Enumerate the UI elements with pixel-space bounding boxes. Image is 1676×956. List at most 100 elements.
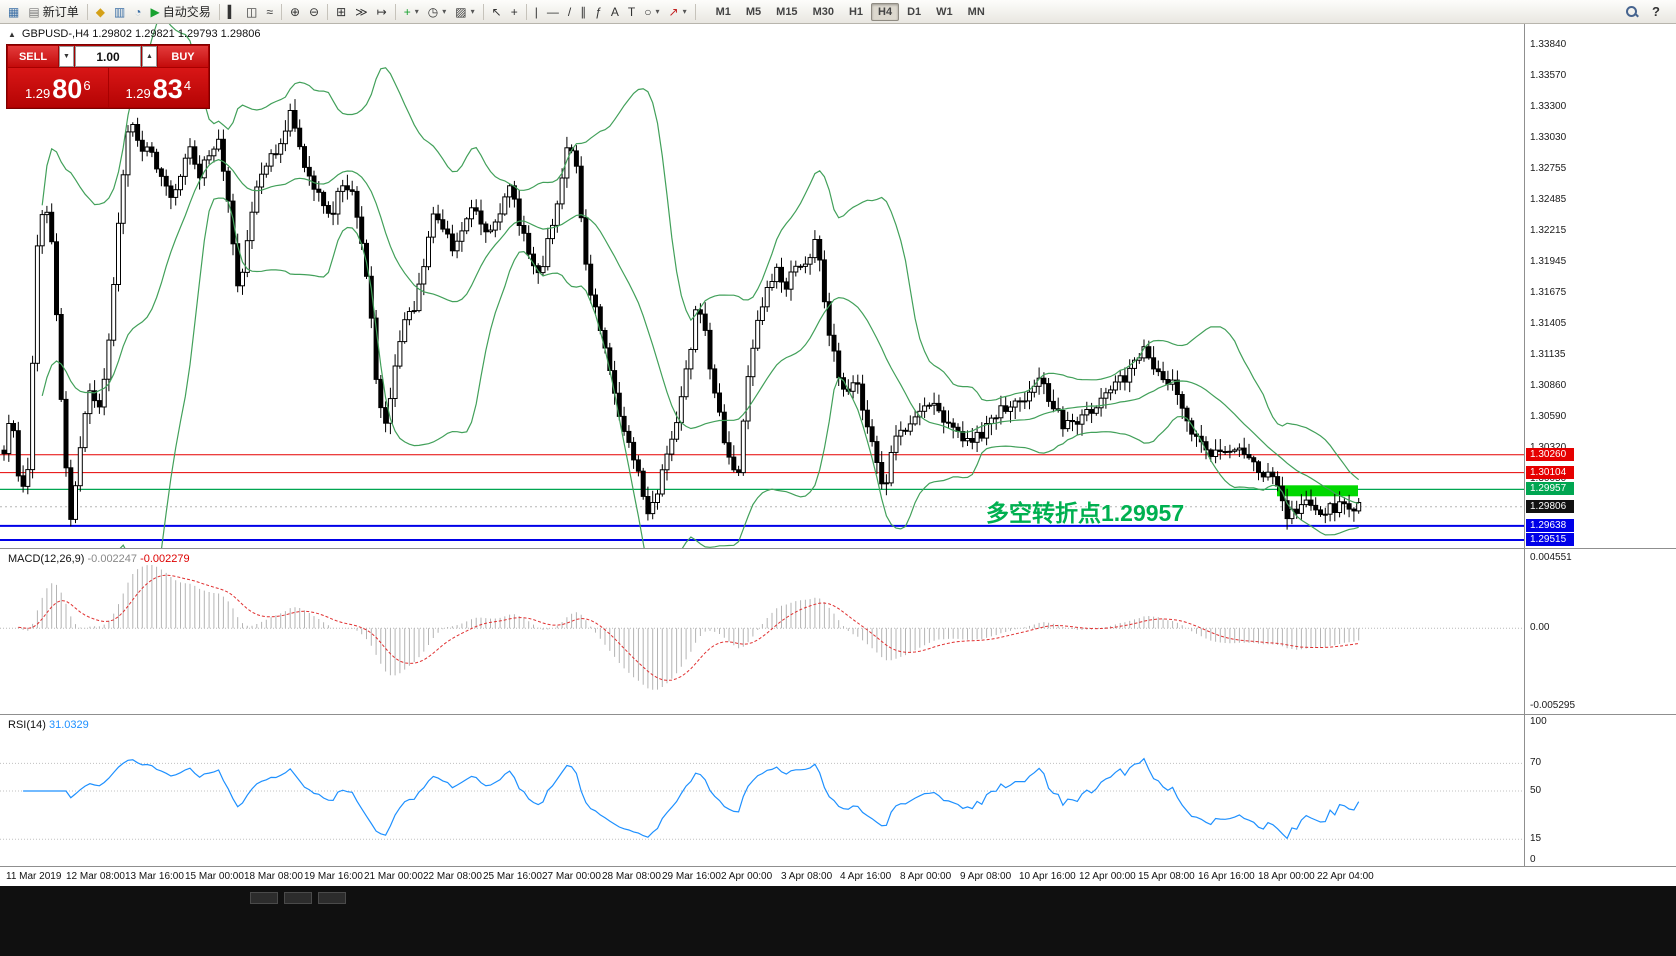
- time-axis-label: 18 Apr 00:00: [1258, 871, 1315, 882]
- macd-panel[interactable]: [0, 550, 1524, 714]
- zoom-in-button[interactable]: ⊕: [286, 2, 304, 22]
- trendline-button[interactable]: /: [564, 2, 575, 22]
- toolbar-separator: [327, 3, 329, 20]
- rsi-panel[interactable]: [0, 716, 1524, 866]
- time-axis-label: 25 Mar 16:00: [483, 871, 542, 882]
- chart-window: 1.33840 1.33570 1.33300 1.33030 1.32755 1.324…: [0, 24, 1676, 886]
- crosshair-button[interactable]: +: [507, 2, 522, 22]
- text-button[interactable]: A: [607, 2, 623, 22]
- collapse-arrow-icon[interactable]: ▲: [8, 29, 16, 39]
- time-axis-label: 3 Apr 08:00: [781, 871, 833, 882]
- timeframe-m5-button[interactable]: M5: [745, 5, 762, 18]
- sell-button[interactable]: SELL: [8, 46, 58, 67]
- price-axis-label: 1.31945: [1530, 256, 1567, 267]
- new-order-button[interactable]: ▤ 新订单: [24, 2, 82, 22]
- candlestick-chart-icon: ◫: [246, 4, 258, 19]
- text-label-button[interactable]: T: [624, 2, 639, 22]
- autotrading-button[interactable]: ▶ 自动交易: [147, 2, 215, 22]
- bar-chart-button[interactable]: ▍: [224, 2, 241, 22]
- new-chart-icon: ▦: [8, 4, 20, 19]
- chart-shift-button[interactable]: ↦: [373, 2, 391, 22]
- help-button[interactable]: ?: [1652, 4, 1660, 19]
- timeframe-m1-button[interactable]: M1: [715, 5, 731, 18]
- periods-button[interactable]: ◷ ▾: [424, 2, 451, 22]
- taskbar-item[interactable]: [318, 892, 346, 904]
- timeframe-d1-button[interactable]: D1: [907, 5, 922, 18]
- horizontal-line-button[interactable]: —: [543, 2, 563, 22]
- candlestick-chart-button[interactable]: ◫: [242, 2, 261, 22]
- timeframe-mn-button[interactable]: MN: [967, 5, 985, 18]
- zoom-in-icon: ⊕: [289, 4, 301, 19]
- buy-price-button[interactable]: 1.29 83 4: [108, 68, 208, 107]
- timeframe-h4-button[interactable]: H4: [871, 2, 900, 21]
- candle-wicks: [3, 99, 1360, 530]
- market-watch-button[interactable]: ▥: [110, 2, 129, 22]
- price-axis-label: 1.30320: [1530, 442, 1566, 453]
- rsi-axis-label: 70: [1530, 757, 1542, 768]
- time-axis-label: 28 Mar 08:00: [602, 871, 661, 882]
- toolbar-separator: [86, 3, 88, 20]
- buy-price-sup: 4: [183, 78, 192, 93]
- rsi-value: 31.0329: [48, 719, 89, 731]
- toolbar-separator: [525, 3, 527, 20]
- shapes-button[interactable]: ○ ▾: [640, 2, 663, 22]
- profiles-button[interactable]: ◆: [92, 2, 109, 22]
- auto-scroll-icon: ≫: [355, 4, 368, 19]
- time-axis-label: 22 Mar 08:00: [423, 871, 482, 882]
- panel-separator[interactable]: [0, 548, 1676, 549]
- indicators-button[interactable]: + ▾: [400, 2, 423, 22]
- sell-price-sup: 6: [83, 78, 91, 93]
- volume-input[interactable]: 1.00: [75, 46, 141, 67]
- highlight-rectangle[interactable]: [1277, 485, 1358, 497]
- time-axis-label: 15 Apr 08:00: [1138, 871, 1195, 882]
- cursor-button[interactable]: ↖: [488, 2, 506, 22]
- price-axis-label: 1.33570: [1530, 70, 1567, 81]
- indicators-dropdown-icon[interactable]: ▾: [414, 7, 419, 16]
- line-chart-button[interactable]: ≈: [262, 2, 277, 22]
- vertical-line-icon: |: [534, 4, 538, 19]
- buy-button[interactable]: BUY: [158, 46, 208, 67]
- time-axis-label: 8 Apr 00:00: [900, 871, 952, 882]
- timeframe-h1-button[interactable]: H1: [848, 5, 864, 18]
- fibonacci-button[interactable]: ƒ: [591, 2, 606, 22]
- new-chart-button[interactable]: ▦: [4, 2, 23, 22]
- price-chart[interactable]: [0, 24, 1524, 548]
- vertical-line-button[interactable]: |: [531, 2, 542, 22]
- time-axis-label: 11 Mar 2019: [6, 871, 62, 882]
- timeframe-m15-button[interactable]: M15: [776, 5, 798, 18]
- price-tag-1.29515: 1.29515: [1526, 533, 1574, 546]
- templates-dropdown-icon[interactable]: ▾: [470, 7, 475, 16]
- auto-scroll-button[interactable]: ≫: [351, 2, 372, 22]
- terminal-button[interactable]: ◔: [130, 2, 145, 22]
- one-click-trading-panel: SELL ▼ 1.00 ▲ BUY 1.29 80 6 1.29 83 4: [6, 44, 210, 109]
- price-axis[interactable]: 1.33840 1.33570 1.33300 1.33030 1.32755 1.324…: [1525, 24, 1676, 548]
- sell-price-button[interactable]: 1.29 80 6: [8, 68, 108, 107]
- taskbar-item[interactable]: [250, 892, 278, 904]
- equidistant-channel-button[interactable]: ∥: [576, 2, 590, 22]
- timeframe-m30-button[interactable]: M30: [812, 5, 834, 18]
- timeframe-w1-button[interactable]: W1: [936, 5, 953, 18]
- volume-increase-button[interactable]: ▲: [142, 46, 157, 67]
- bollinger-middle-band: [41, 159, 1359, 505]
- profiles-icon: ◆: [95, 4, 105, 19]
- shapes-dropdown-icon[interactable]: ▾: [655, 7, 660, 16]
- templates-button[interactable]: ▨ ▾: [451, 2, 478, 22]
- cursor-icon: ↖: [491, 4, 502, 19]
- taskbar-item[interactable]: [284, 892, 312, 904]
- text-icon: A: [610, 4, 619, 19]
- axis-border: [1524, 24, 1525, 886]
- time-axis-label: 18 Mar 08:00: [244, 871, 303, 882]
- time-axis[interactable]: 11 Mar 2019 12 Mar 08:00 13 Mar 16:00 15 Ma…: [0, 866, 1676, 886]
- timeframe-toolbar: M1 M5 M15 M30 H1 H4 D1 W1 MN: [709, 2, 992, 21]
- volume-decrease-button[interactable]: ▼: [59, 46, 74, 67]
- tile-windows-button[interactable]: ⊞: [332, 2, 350, 22]
- arrows-dropdown-icon[interactable]: ▾: [682, 7, 687, 16]
- periods-dropdown-icon[interactable]: ▾: [442, 7, 447, 16]
- macd-axis-min: -0.005295: [1530, 700, 1576, 711]
- panel-separator[interactable]: [0, 714, 1676, 715]
- chart-annotation[interactable]: 多空转折点1.29957: [986, 500, 1185, 526]
- arrows-button[interactable]: ↗ ▾: [665, 2, 691, 22]
- price-tag-1.30104: 1.30104: [1526, 466, 1574, 479]
- zoom-out-button[interactable]: ⊖: [305, 2, 323, 22]
- search-button[interactable]: [1621, 2, 1642, 22]
